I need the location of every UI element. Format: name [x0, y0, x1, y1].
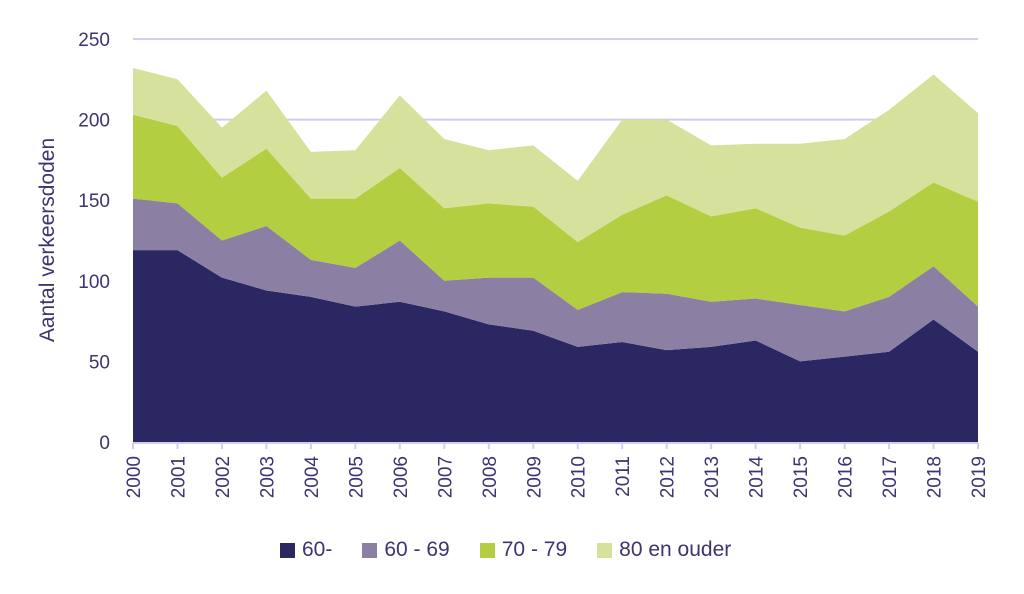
x-tick-label: 2000	[124, 456, 145, 498]
area-series	[133, 68, 978, 442]
legend-label: 60-	[302, 538, 333, 561]
x-tick-label: 2003	[257, 456, 278, 498]
x-tick-label: 2001	[168, 456, 189, 498]
x-tick-label: 2002	[213, 456, 234, 498]
legend-swatch	[362, 542, 378, 558]
legend-item-80-plus: 80 en ouder	[597, 538, 731, 562]
x-tick-label: 2018	[925, 456, 946, 498]
y-tick-label: 50	[89, 352, 110, 373]
legend-item-60-minus: 60-	[280, 538, 332, 562]
y-tick-label: 150	[78, 191, 110, 212]
legend-swatch	[479, 542, 495, 558]
legend-label: 70 - 79	[501, 538, 568, 561]
x-tick-label: 2005	[346, 456, 367, 498]
x-tick-label: 2012	[658, 456, 679, 498]
x-tick-label: 2004	[302, 456, 323, 499]
area-70-79	[133, 114, 978, 312]
legend-label: 80 en ouder	[619, 538, 732, 561]
legend-label: 60 - 69	[384, 538, 450, 561]
x-tick-label: 2016	[836, 456, 857, 498]
y-tick-label: 0	[99, 433, 110, 454]
y-tick-label: 200	[78, 111, 110, 132]
x-tick-label: 2019	[969, 456, 990, 498]
x-axis: 2000 2001 2002 2003 2004 2005 2006 2007 2008 2009…	[124, 442, 990, 499]
legend-swatch	[597, 542, 613, 558]
x-tick-label: 2009	[524, 456, 545, 498]
x-tick-label: 2011	[613, 456, 634, 497]
y-axis: 0 50 100 150 200 250	[78, 30, 110, 454]
legend: 60- 60 - 69 70 - 79 80 en ouder	[280, 538, 761, 562]
x-tick-label: 2015	[791, 456, 812, 498]
x-tick-label: 2013	[702, 456, 723, 498]
y-tick-label: 100	[78, 272, 110, 293]
x-tick-label: 2017	[880, 456, 901, 498]
legend-swatch	[280, 542, 295, 558]
area-60-69	[133, 198, 978, 362]
legend-item-70-79: 70 - 79	[479, 538, 568, 562]
area-80-en-ouder	[133, 68, 978, 243]
area-60	[133, 250, 978, 442]
x-tick-label: 2010	[569, 456, 590, 498]
x-tick-label: 2006	[391, 456, 412, 498]
x-tick-label: 2014	[747, 456, 768, 499]
x-tick-label: 2007	[435, 456, 456, 498]
y-axis-title: Aantal verkeersdoden	[36, 138, 59, 342]
y-tick-label: 250	[78, 30, 110, 51]
x-tick-label: 2008	[480, 456, 501, 498]
legend-item-60-69: 60 - 69	[362, 538, 450, 562]
